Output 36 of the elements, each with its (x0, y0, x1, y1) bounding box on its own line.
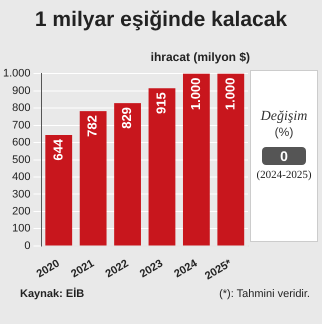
bar (45, 134, 72, 246)
y-axis-title: ihracat (milyon $) (150, 50, 250, 64)
y-tick-label: 200 (12, 206, 31, 218)
y-tick-label: 500 (12, 154, 31, 166)
y-tick-label: 900 (12, 84, 31, 97)
bar (80, 111, 107, 246)
data-label: 644 (50, 138, 66, 161)
data-label: 782 (84, 115, 100, 137)
y-tick-label: 800 (12, 102, 31, 114)
data-label: 1.000 (188, 78, 203, 110)
bar (148, 88, 176, 246)
x-tick-label: 2022 (104, 257, 131, 280)
text: (2024-2025) (256, 169, 312, 181)
y-tick-label: 400 (12, 171, 31, 184)
y-tick-label: 100 (12, 222, 31, 235)
chart-title: 1 milyar eşiğinde kalacak (34, 8, 288, 32)
x-tick-label: 2020 (34, 257, 62, 280)
text: Değişim (260, 109, 308, 125)
data-label: 829 (119, 107, 134, 129)
y-tick-label: 300 (12, 188, 31, 200)
bar (114, 103, 141, 246)
y-tick-label: 0 (24, 240, 31, 252)
y-tick-label: 600 (12, 136, 31, 149)
x-tick-label: 2021 (69, 257, 96, 280)
bar (182, 74, 210, 246)
text: (%) (274, 125, 294, 139)
data-label: 915 (154, 92, 169, 114)
x-tick-label: 2023 (138, 257, 166, 280)
text: 0 (262, 147, 306, 165)
y-tick-label: 700 (12, 119, 31, 132)
text: Kaynak: EİB (20, 288, 84, 300)
text: (*): Tahmini veridir. (219, 288, 310, 300)
data-label: 1.000 (222, 78, 238, 110)
y-tick-label: 1.000 (2, 68, 31, 80)
x-tick-label: 2024 (172, 257, 200, 280)
bar (217, 74, 244, 246)
